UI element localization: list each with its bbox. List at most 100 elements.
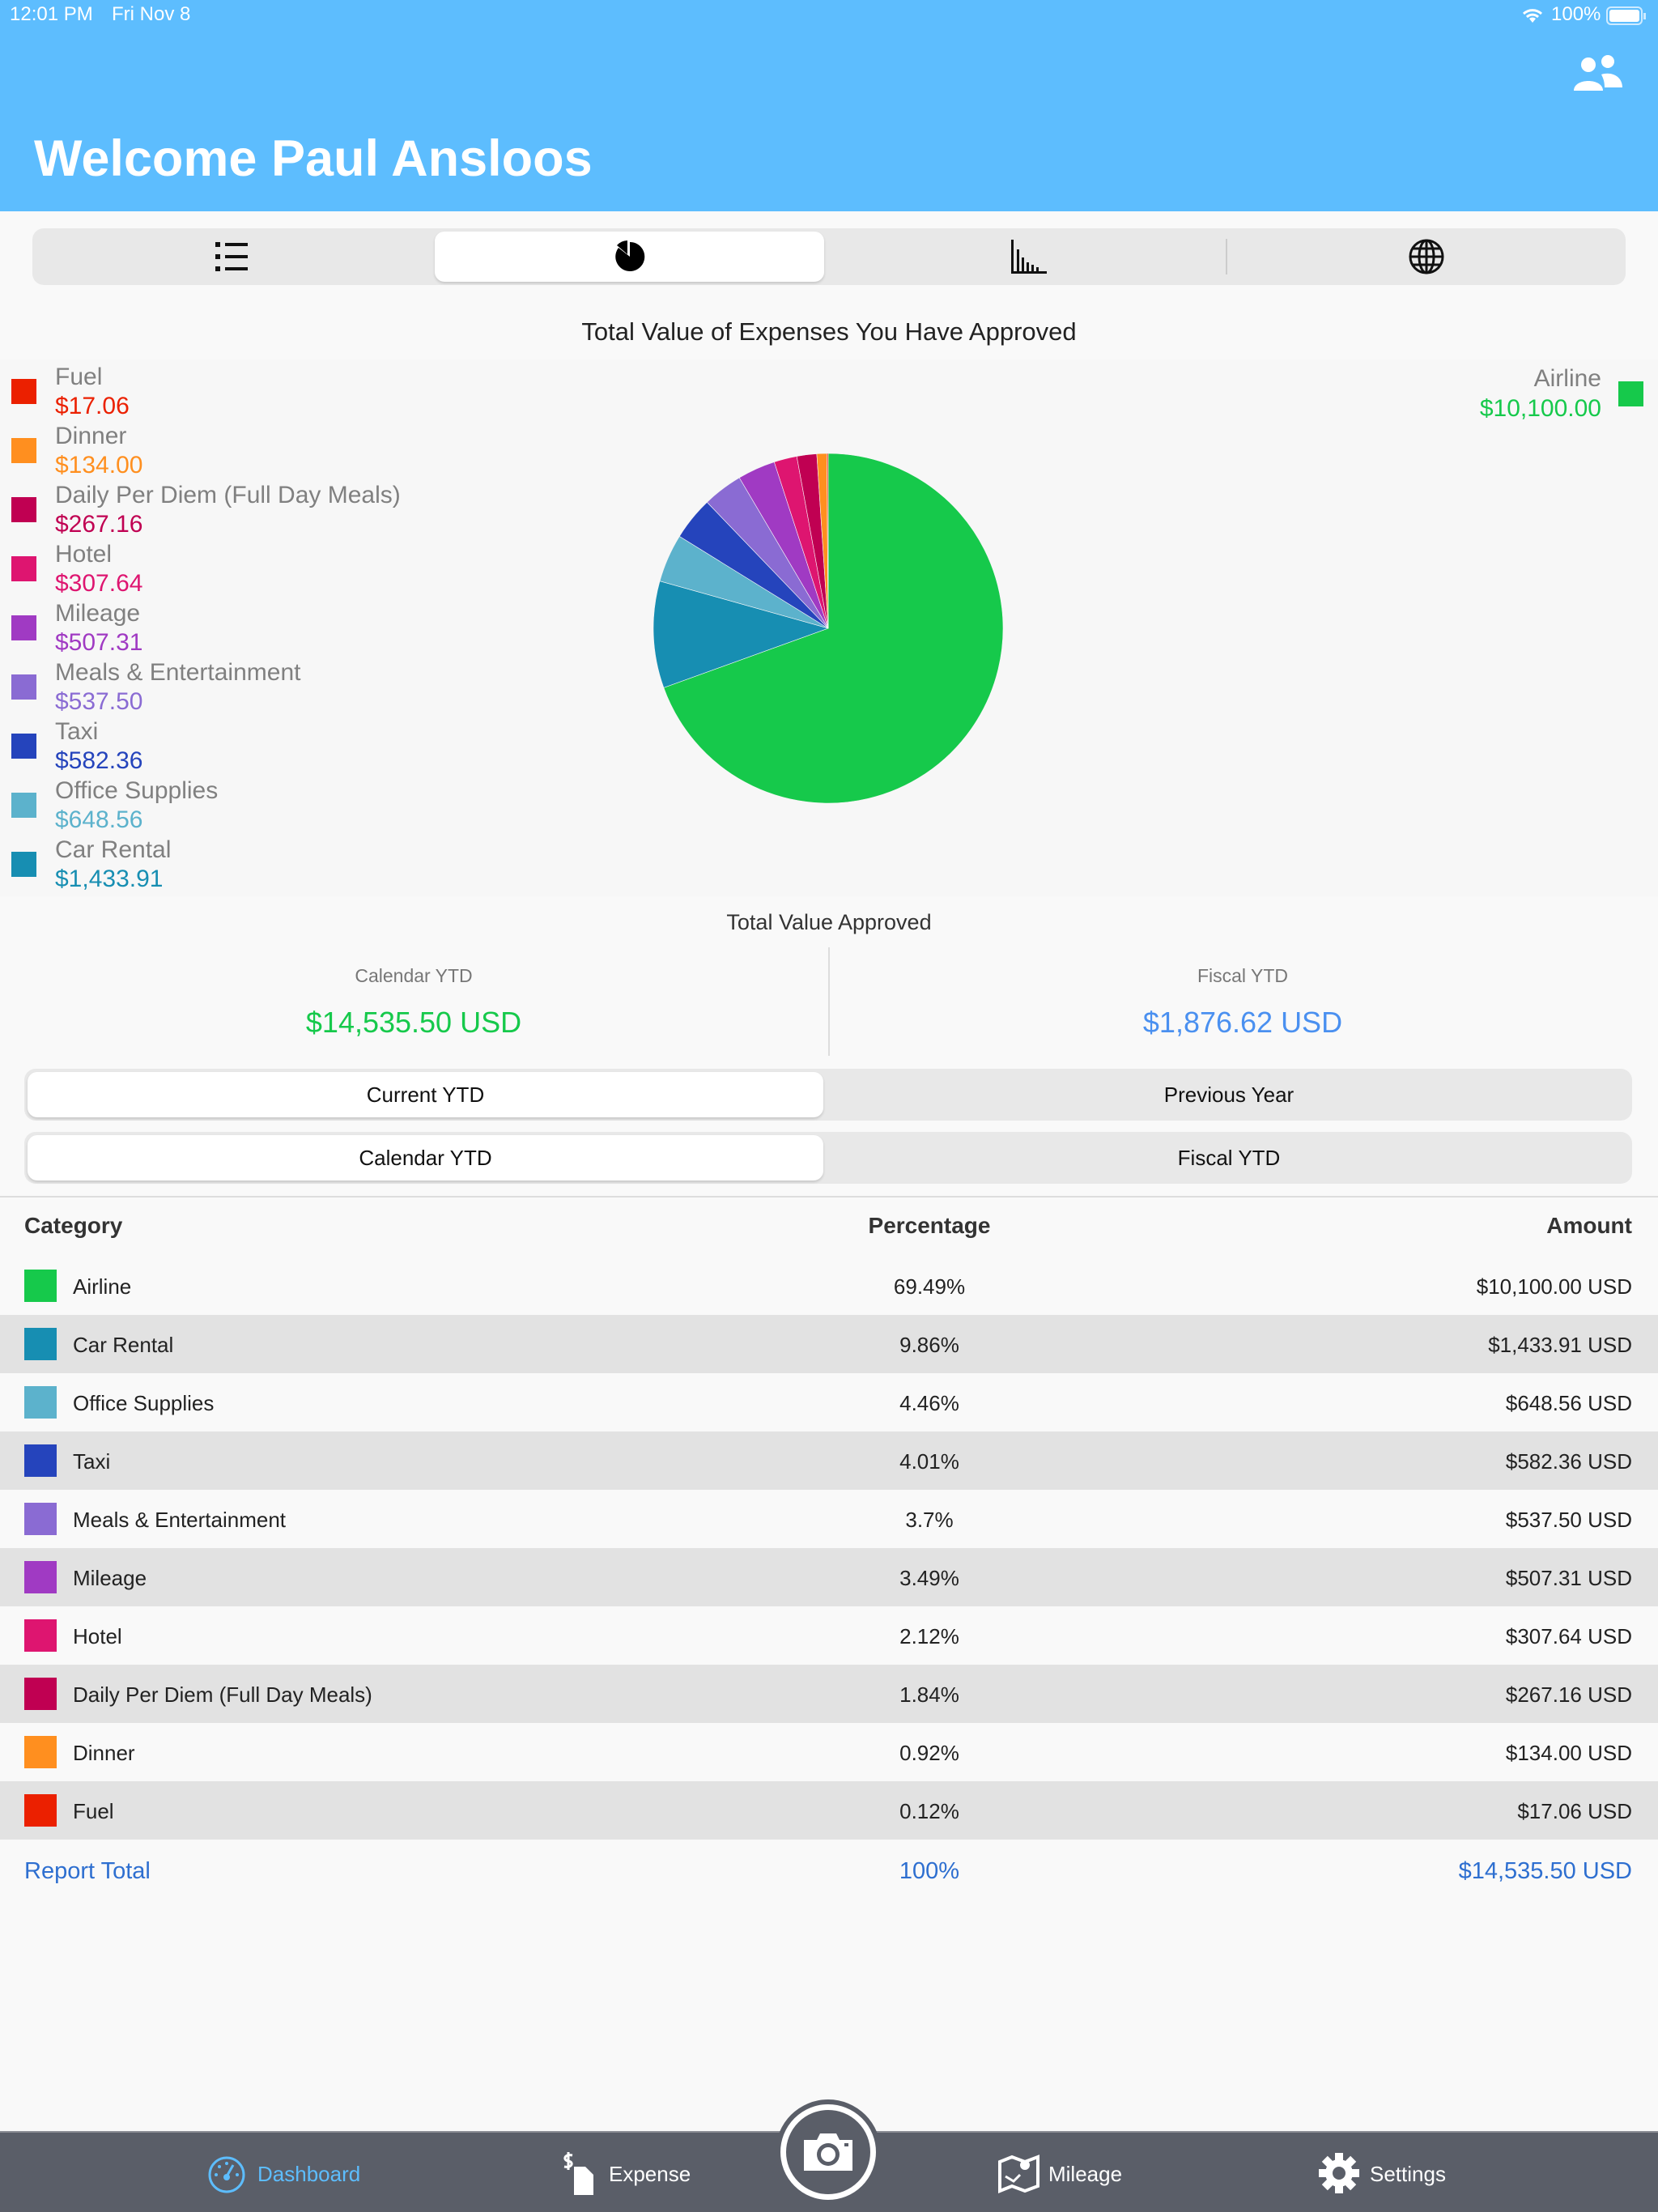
category-swatch [24, 1678, 57, 1710]
category-swatch [24, 1444, 57, 1477]
legend-name-fuel: Fuel [55, 364, 103, 390]
legend-value-car-rental: $1,433.91 [55, 866, 164, 892]
legend-name-dinner: Dinner [55, 423, 127, 449]
tab-list[interactable] [32, 228, 431, 285]
report-total-label: Report Total [24, 1858, 151, 1884]
row-percentage: 0.12% [899, 1799, 959, 1823]
section-divider [0, 1196, 1658, 1197]
fiscal-ytd-value: $1,876.62 USD [1142, 1006, 1343, 1039]
dashboard-icon [208, 2156, 245, 2193]
map-icon[interactable] [997, 2152, 1041, 2194]
legend-value-taxi: $582.36 [55, 747, 143, 774]
report-total-percentage: 100% [899, 1858, 960, 1884]
row-amount: $648.56 USD [1505, 1391, 1632, 1415]
summary-title: Total Value Approved [726, 910, 932, 934]
legend-name-meals-entertainment: Meals & Entertainment [55, 659, 301, 686]
tab-dashboard[interactable] [206, 2155, 247, 2198]
camera-button[interactable] [776, 2099, 881, 2205]
legend-value-airline: $10,100.00 [1479, 395, 1601, 422]
row-percentage: 1.84% [899, 1682, 959, 1707]
battery-percent: 100% [1551, 3, 1601, 25]
legend-value-fuel: $17.06 [55, 393, 130, 419]
legend-name-taxi: Taxi [55, 718, 99, 745]
tab-bar-chart[interactable] [829, 228, 1227, 285]
row-amount: $537.50 USD [1505, 1508, 1632, 1532]
category-swatch [24, 1328, 57, 1360]
tab-globe[interactable] [1227, 228, 1626, 285]
tab-expense-label[interactable]: Expense [609, 2162, 691, 2186]
pie-slice-car-rental[interactable] [653, 581, 829, 688]
calendar-ytd-value: $14,535.50 USD [305, 1006, 522, 1039]
legend-value-dinner: $134.00 [55, 452, 143, 479]
table-row[interactable]: Car Rental 9.86% $1,433.91 USD [0, 1315, 1658, 1373]
chart-title: Total Value of Expenses You Have Approve… [581, 317, 1077, 346]
pie-chart-icon [615, 240, 645, 271]
table-row[interactable]: Hotel 2.12% $307.64 USD [0, 1606, 1658, 1665]
row-amount: $134.00 USD [1505, 1741, 1632, 1765]
table-row[interactable]: Meals & Entertainment 3.7% $537.50 USD [0, 1490, 1658, 1548]
legend-swatch-hotel [11, 556, 36, 581]
tab-dashboard-label[interactable]: Dashboard [257, 2162, 361, 2186]
legend-value-office-supplies: $648.56 [55, 806, 143, 833]
previous-year-button[interactable]: Previous Year [1163, 1082, 1295, 1107]
row-amount: $10,100.00 USD [1476, 1274, 1632, 1299]
row-amount: $507.31 USD [1505, 1566, 1632, 1590]
table-row[interactable]: Taxi 4.01% $582.36 USD [0, 1431, 1658, 1490]
expense-icon[interactable] [561, 2150, 597, 2196]
table-row[interactable]: Office Supplies 4.46% $648.56 USD [0, 1373, 1658, 1431]
row-amount: $17.06 USD [1517, 1799, 1632, 1823]
category-swatch [24, 1561, 57, 1593]
legend-swatch-mileage [11, 615, 36, 640]
row-percentage: 2.12% [899, 1624, 959, 1648]
row-category: Meals & Entertainment [73, 1508, 287, 1532]
header [0, 0, 1658, 211]
globe-icon [1409, 239, 1444, 274]
page-title: Welcome Paul Ansloos [34, 130, 593, 187]
tab-mileage-label[interactable]: Mileage [1048, 2162, 1123, 2186]
pie-chart [653, 453, 1004, 804]
pie-slice-fuel[interactable] [827, 453, 829, 629]
row-category: Mileage [73, 1566, 147, 1590]
legend-name-airline: Airline [1533, 365, 1601, 392]
legend-swatch-office-supplies [11, 793, 36, 818]
header-percentage: Percentage [868, 1213, 991, 1238]
fiscal-ytd-button[interactable]: Fiscal YTD [1177, 1145, 1281, 1170]
row-amount: $582.36 USD [1505, 1449, 1632, 1474]
table-row[interactable]: Daily Per Diem (Full Day Meals) 1.84% $2… [0, 1665, 1658, 1723]
segment-divider [1226, 239, 1227, 274]
header-amount: Amount [1546, 1213, 1632, 1238]
wifi-icon [1522, 9, 1543, 23]
row-percentage: 0.92% [899, 1741, 959, 1765]
pie-slice-airline[interactable] [663, 453, 1004, 804]
tab-settings-label[interactable]: Settings [1370, 2162, 1446, 2186]
gear-icon[interactable] [1318, 2152, 1360, 2194]
legend-value-meals-entertainment: $537.50 [55, 688, 143, 715]
row-percentage: 4.46% [899, 1391, 959, 1415]
calendar-ytd-button[interactable]: Calendar YTD [28, 1135, 823, 1180]
table-row[interactable]: Dinner 0.92% $134.00 USD [0, 1723, 1658, 1781]
row-amount: $1,433.91 USD [1488, 1333, 1632, 1357]
row-category: Taxi [73, 1449, 111, 1474]
current-ytd-button[interactable]: Current YTD [28, 1072, 823, 1117]
legend-name-mileage: Mileage [55, 600, 141, 627]
legend-name-daily-per-diem-full-day-meals: Daily Per Diem (Full Day Meals) [55, 482, 401, 508]
report-total-amount: $14,535.50 USD [1458, 1858, 1632, 1884]
table-row[interactable]: Fuel 0.12% $17.06 USD [0, 1781, 1658, 1840]
row-category: Daily Per Diem (Full Day Meals) [73, 1682, 372, 1707]
camera-icon [804, 2133, 852, 2171]
view-segmented-control [32, 228, 1626, 285]
row-category: Car Rental [73, 1333, 174, 1357]
legend-swatch-taxi [11, 734, 36, 759]
table-row[interactable]: Airline 69.49% $10,100.00 USD [0, 1257, 1658, 1315]
legend-swatch-daily-per-diem-full-day-meals [11, 497, 36, 522]
users-icon[interactable] [1571, 53, 1624, 92]
category-swatch [24, 1386, 57, 1419]
row-amount: $307.64 USD [1505, 1624, 1632, 1648]
tab-pie-chart[interactable] [431, 228, 829, 285]
legend-name-car-rental: Car Rental [55, 836, 172, 863]
category-swatch [24, 1794, 57, 1827]
legend-swatch-car-rental [11, 852, 36, 877]
legend-swatch-meals-entertainment [11, 674, 36, 700]
table-row[interactable]: Mileage 3.49% $507.31 USD [0, 1548, 1658, 1606]
calendar-ytd-label: Calendar YTD [355, 965, 473, 986]
